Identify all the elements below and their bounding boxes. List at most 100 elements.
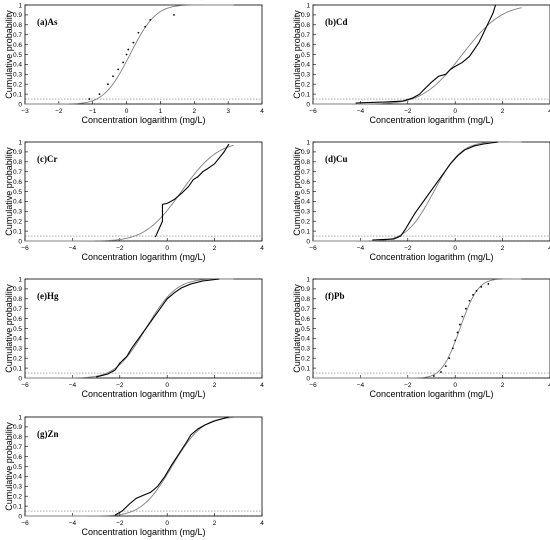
x-tick-label: 2 — [213, 520, 217, 527]
plot-frame — [312, 278, 550, 379]
x-tick-label: 4 — [260, 108, 264, 115]
y-tick-label: 0.1 — [13, 228, 22, 235]
empirical-point — [122, 61, 125, 64]
x-axis-label: Concentration logarithm (mg/L) — [81, 527, 205, 537]
fitted-cdf-curve — [25, 278, 234, 379]
y-tick-label: 0.8 — [13, 159, 22, 166]
empirical-point — [132, 41, 135, 44]
empirical-point — [456, 331, 459, 334]
x-tick-label: 0 — [165, 245, 169, 252]
y-tick-label: 0.8 — [301, 22, 310, 29]
y-tick-label: 0.3 — [301, 72, 310, 79]
empirical-cdf-line — [372, 141, 498, 241]
y-tick-label: 0.1 — [13, 503, 22, 510]
empirical-point — [459, 323, 461, 326]
x-tick-label: 4 — [260, 245, 264, 252]
x-tick-label: 0 — [453, 245, 457, 252]
x-tick-label: −6 — [309, 382, 317, 389]
y-tick-label: 0 — [18, 238, 22, 245]
y-tick-label: 0.6 — [13, 316, 22, 323]
x-tick-label: −2 — [404, 108, 412, 115]
empirical-point — [107, 83, 109, 86]
y-tick-label: 0.3 — [13, 209, 22, 216]
y-tick-label: 1 — [18, 139, 22, 146]
x-axis-label: Concentration logarithm (mg/L) — [81, 115, 205, 125]
y-tick-label: 0.1 — [13, 91, 22, 98]
y-tick-label: 0.5 — [13, 189, 22, 196]
panel-label: (b)Cd — [325, 17, 348, 27]
empirical-point — [173, 14, 175, 16]
x-tick-label: 2 — [501, 245, 505, 252]
x-tick-label: −6 — [309, 108, 317, 115]
y-tick-label: 0.2 — [13, 356, 22, 363]
y-tick-label: 0.1 — [13, 365, 22, 372]
y-tick-label: 0.8 — [301, 159, 310, 166]
empirical-cdf-line — [355, 4, 497, 104]
y-tick-label: 0.2 — [301, 82, 310, 89]
x-tick-label: −2 — [116, 382, 124, 389]
y-tick-label: 0.2 — [13, 494, 22, 501]
y-tick-label: 0.5 — [13, 52, 22, 59]
empirical-point — [137, 31, 140, 34]
y-tick-label: 1 — [306, 276, 310, 283]
y-tick-label: 0.9 — [13, 12, 22, 19]
y-tick-label: 0.7 — [13, 444, 22, 451]
fitted-cdf-curve — [313, 278, 522, 379]
fitted-cdf-curve — [25, 417, 234, 517]
empirical-point — [480, 286, 483, 288]
y-tick-label: 0.4 — [301, 62, 310, 69]
x-axis-label: Concentration logarithm (mg/L) — [81, 252, 205, 262]
y-tick-label: 0 — [306, 375, 310, 382]
empirical-point — [432, 375, 435, 377]
empirical-point — [461, 315, 464, 318]
chart-panel-7: 0 0.1 0.2 0.3 0.4 0.5 0.6 0.7 0.8 0.9 1 −6 −4 −2 0 2 4 Co… — [4, 414, 264, 537]
x-tick-label: −4 — [357, 245, 365, 252]
x-axis-label: Concentration logarithm (mg/L) — [369, 389, 493, 399]
y-tick-label: 0.7 — [301, 169, 310, 176]
panel-label: (a)As — [37, 17, 58, 27]
plot-frame — [24, 416, 263, 517]
y-tick-label: 0.7 — [301, 32, 310, 39]
x-tick-label: −4 — [69, 382, 77, 389]
x-tick-label: 0 — [453, 382, 457, 389]
empirical-point — [475, 289, 478, 292]
y-tick-label: 1 — [18, 276, 22, 283]
x-axis-label: Concentration logarithm (mg/L) — [369, 115, 493, 125]
x-tick-label: 4 — [548, 382, 550, 389]
x-axis-label: Concentration logarithm (mg/L) — [369, 252, 493, 262]
plot-frame — [24, 4, 263, 105]
x-tick-label: 1 — [159, 108, 163, 115]
y-tick-label: 0.7 — [13, 169, 22, 176]
x-tick-label: −2 — [404, 382, 412, 389]
fitted-cdf-curve — [25, 144, 234, 242]
y-tick-label: 0.9 — [301, 286, 310, 293]
x-tick-label: −6 — [21, 245, 29, 252]
y-tick-label: 0.8 — [13, 22, 22, 29]
x-tick-label: 0 — [453, 108, 457, 115]
chart-panel-2: 0 0.1 0.2 0.3 0.4 0.5 0.6 0.7 0.8 0.9 1 −6 −4 −2 0 2 4 Co… — [292, 2, 550, 125]
y-tick-label: 0.3 — [13, 484, 22, 491]
y-tick-label: 1 — [18, 414, 22, 421]
x-tick-label: −1 — [89, 108, 97, 115]
y-tick-label: 0.1 — [301, 228, 310, 235]
x-tick-label: −4 — [357, 108, 365, 115]
chart-panel-5: 0 0.1 0.2 0.3 0.4 0.5 0.6 0.7 0.8 0.9 1 −6 −4 −2 0 2 4 Co… — [4, 276, 264, 399]
y-tick-label: 0.3 — [13, 72, 22, 79]
y-tick-label: 0.3 — [301, 346, 310, 353]
x-tick-label: 2 — [213, 245, 217, 252]
y-axis-label: Cumulative probability — [292, 284, 302, 373]
empirical-point — [127, 48, 130, 51]
y-tick-label: 0.5 — [13, 464, 22, 471]
empirical-point — [468, 299, 471, 302]
empirical-point — [440, 371, 442, 373]
y-tick-label: 0.3 — [13, 346, 22, 353]
x-tick-label: 0 — [165, 520, 169, 527]
panel-label: (c)Cr — [37, 154, 57, 164]
x-tick-label: −6 — [309, 245, 317, 252]
y-tick-label: 0.4 — [301, 336, 310, 343]
x-tick-label: 4 — [260, 382, 264, 389]
y-tick-label: 0 — [18, 375, 22, 382]
fitted-cdf-curve — [25, 4, 234, 105]
x-tick-label: −4 — [69, 520, 77, 527]
